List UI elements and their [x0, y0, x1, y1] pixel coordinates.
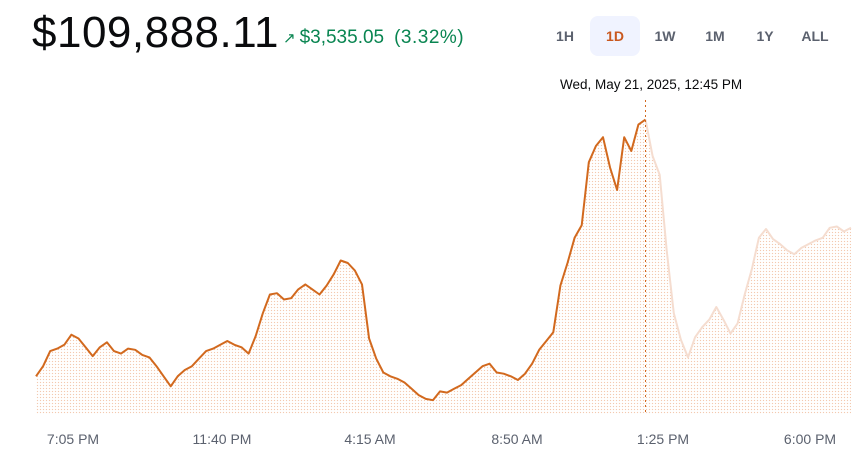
change-amount: $3,535.05: [299, 27, 385, 48]
tab-1w[interactable]: 1W: [654, 28, 676, 44]
tab-1m[interactable]: 1M: [705, 28, 725, 44]
current-price: $109,888.11: [32, 8, 279, 57]
change-percent: (3.32%): [394, 27, 465, 48]
x-tick-label: 8:50 AM: [491, 431, 543, 447]
x-tick-label: 11:40 PM: [192, 431, 252, 447]
price-change: ↗ $3,535.05 (3.32%): [283, 27, 464, 49]
tab-all[interactable]: ALL: [801, 28, 829, 44]
time-range-tabs: 1H 1D 1W 1M 1Y ALL: [540, 16, 840, 56]
price-area-fill: [36, 119, 851, 414]
tab-1h[interactable]: 1H: [556, 28, 574, 44]
hover-date-label: Wed, May 21, 2025, 12:45 PM: [560, 77, 743, 92]
x-tick-label: 6:00 PM: [783, 431, 837, 447]
x-tick-label: 1:25 PM: [636, 431, 690, 447]
tab-1y[interactable]: 1Y: [756, 28, 774, 44]
price-line: [35, 118, 647, 402]
x-tick-label: 7:05 PM: [46, 431, 100, 447]
price-line-future: [644, 119, 852, 359]
x-tick-label: 4:15 AM: [344, 431, 396, 447]
arrow-up-right-icon: ↗: [283, 30, 296, 47]
tab-1d[interactable]: 1D: [590, 16, 640, 56]
